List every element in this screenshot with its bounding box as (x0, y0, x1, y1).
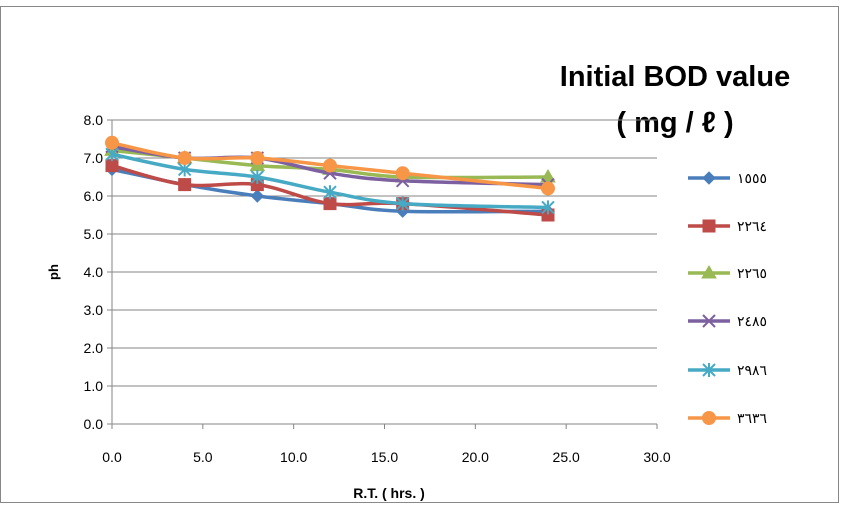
data-point (395, 166, 410, 181)
legend-marker (701, 265, 717, 279)
legend-item: ٢٢٦٥ (688, 265, 767, 281)
legend-item: ١٥٥٥ (688, 170, 767, 186)
x-tick-label: 0.0 (102, 449, 122, 465)
y-tick-label: 8.0 (84, 112, 104, 128)
legend-item: ٣٦٣٦ (688, 410, 767, 426)
y-tick-label: 3.0 (84, 302, 104, 318)
legend-marker (702, 363, 716, 377)
data-point (105, 135, 119, 150)
chart-title-line1: Initial BOD value (560, 61, 790, 93)
series-4 (105, 147, 555, 215)
legend-item: ٢٩٨٦ (688, 362, 767, 378)
data-point (250, 170, 265, 184)
data-point (541, 181, 555, 196)
y-tick-label: 7.0 (84, 150, 104, 166)
legend-marker (702, 411, 716, 425)
x-tick-label: 25.0 (553, 449, 580, 465)
legend-label: ١٥٥٥ (737, 170, 767, 186)
data-point (323, 158, 337, 173)
data-point (323, 197, 337, 211)
chart-title-line2: ( mg / ℓ ) (616, 107, 733, 139)
y-tick-label: 4.0 (84, 264, 104, 280)
x-tick-label: 5.0 (193, 449, 213, 465)
legend-label: ٢٢٦٥ (737, 265, 767, 281)
x-tick-label: 15.0 (371, 449, 398, 465)
data-point (541, 200, 555, 215)
data-point (250, 151, 265, 165)
chart-border (0, 6, 839, 503)
y-tick-label: 2.0 (84, 340, 104, 356)
y-tick-label: 0.0 (84, 416, 104, 432)
axes: 0.0 1.0 2.0 3.0 4.0 5.0 6.0 7.0 8.0 0.0 5.0 10.0 15.… (84, 112, 671, 465)
legend-label: ٢٢٦٤ (737, 218, 767, 234)
x-tick-label: 20.0 (462, 449, 489, 465)
legend-item: ٢٤٨٥ (688, 313, 767, 329)
data-point (105, 159, 119, 173)
x-tick-label: 30.0 (643, 449, 670, 465)
data-point (250, 189, 265, 203)
legend-marker (702, 314, 716, 328)
data-point (323, 185, 337, 200)
legend-label: ٣٦٣٦ (737, 410, 767, 426)
y-tick-label: 1.0 (84, 378, 104, 394)
series-5 (105, 135, 555, 196)
legend: ١٥٥٥ ٢٢٦٤ ٢٢٦٥ ٢٤٨٥ ٢٩٨٦ ٣٦٣٦ (688, 170, 767, 426)
legend-marker (702, 171, 716, 185)
data-point (177, 151, 192, 165)
x-axis-label: R.T. ( hrs. ) (353, 485, 425, 501)
legend-marker (702, 219, 716, 233)
y-tick-label: 6.0 (84, 188, 104, 204)
data-point (395, 196, 410, 211)
data-point (178, 178, 192, 192)
y-axis-label: ph (46, 264, 61, 280)
x-tick-label: 10.0 (280, 449, 307, 465)
y-tick-label: 5.0 (84, 226, 104, 242)
series-group (104, 135, 556, 222)
legend-label: ٢٩٨٦ (737, 362, 767, 378)
legend-label: ٢٤٨٥ (737, 313, 767, 329)
legend-item: ٢٢٦٤ (688, 218, 767, 234)
